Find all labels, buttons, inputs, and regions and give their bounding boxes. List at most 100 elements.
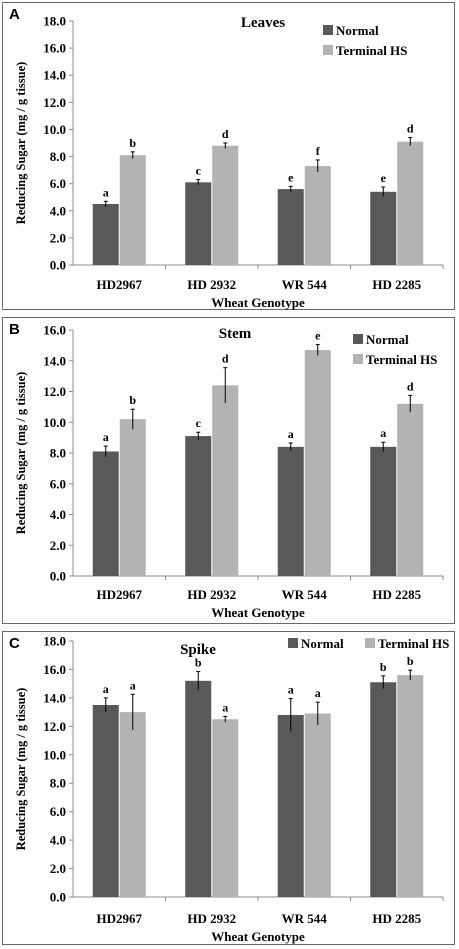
- significance-letter: a: [288, 683, 294, 697]
- category-label: HD 2932: [187, 911, 236, 926]
- category-label: WR 544: [282, 911, 328, 926]
- panel-label: C: [9, 635, 20, 652]
- chart-title: Spike: [180, 642, 216, 658]
- bar-terminal-hs: [212, 145, 239, 265]
- y-tick-label: 16.0: [43, 323, 66, 338]
- significance-letter: a: [103, 682, 109, 696]
- category-label: WR 544: [282, 277, 328, 292]
- y-tick-label: 0.0: [50, 890, 66, 905]
- bar-normal: [370, 191, 397, 265]
- y-tick-label: 8.0: [50, 776, 66, 791]
- y-tick-label: 18.0: [43, 634, 66, 649]
- significance-letter: a: [103, 430, 109, 444]
- y-tick-label: 10.0: [43, 122, 66, 137]
- y-tick-label: 16.0: [43, 662, 66, 677]
- y-tick-label: 16.0: [43, 41, 66, 56]
- y-tick-label: 0.0: [50, 258, 66, 273]
- significance-letter: a: [103, 185, 109, 199]
- legend-terminal-hs-swatch: [323, 45, 333, 55]
- y-tick-label: 0.0: [50, 569, 66, 584]
- category-label: HD2967: [97, 911, 143, 926]
- category-label: HD 2285: [372, 277, 421, 292]
- significance-letter: a: [130, 678, 136, 692]
- y-tick-label: 14.0: [43, 690, 66, 705]
- legend-terminal-hs-label: Terminal HS: [366, 352, 437, 367]
- bar-terminal-hs: [397, 141, 424, 265]
- y-axis-label: Reducing Sugar (mg / g tissue): [14, 688, 28, 851]
- y-tick-label: 6.0: [50, 176, 66, 191]
- significance-letter: a: [380, 426, 386, 440]
- legend-normal-label: Normal: [366, 332, 409, 347]
- x-axis-label: Wheat Genotype: [211, 605, 305, 620]
- stem-chart: B Stem 0.0 2.0 4.0 6.0 8.0 10.0 12.0 14.0 16.0 Redu…: [9, 321, 444, 620]
- y-tick-label: 14.0: [43, 68, 66, 83]
- significance-letter: f: [316, 144, 321, 158]
- bar-terminal-hs: [119, 155, 146, 265]
- y-tick-label: 14.0: [43, 353, 66, 368]
- panel-label: B: [9, 321, 20, 338]
- legend-terminal-hs-label: Terminal HS: [336, 43, 407, 58]
- bar-normal: [185, 680, 212, 897]
- bar-terminal-hs: [212, 719, 239, 897]
- bar-normal: [370, 682, 397, 897]
- y-tick-label: 10.0: [43, 747, 66, 762]
- legend-normal-swatch: [323, 25, 333, 35]
- significance-letter: b: [129, 393, 136, 407]
- y-tick-label: 4.0: [50, 203, 66, 218]
- category-label: HD 2285: [372, 587, 421, 602]
- legend-normal-swatch: [288, 638, 298, 648]
- bar-normal: [92, 204, 119, 265]
- panel-label: A: [9, 6, 20, 23]
- y-tick-label: 10.0: [43, 415, 66, 430]
- y-tick-label: 8.0: [50, 149, 66, 164]
- bar-terminal-hs: [304, 166, 331, 265]
- significance-letter: b: [380, 660, 387, 674]
- bar-terminal-hs: [119, 419, 146, 576]
- significance-letter: a: [315, 686, 321, 700]
- significance-letter: b: [129, 136, 136, 150]
- panel-stem: B Stem 0.0 2.0 4.0 6.0 8.0 10.0 12.0 14.0 16.0 Redu…: [2, 317, 455, 624]
- significance-letter: c: [196, 416, 202, 430]
- legend-normal-label: Normal: [301, 636, 344, 651]
- bar-terminal-hs: [304, 349, 331, 576]
- significance-letter: a: [288, 427, 294, 441]
- y-tick-label: 12.0: [43, 384, 66, 399]
- significance-letter: b: [195, 656, 202, 670]
- significance-letter: d: [407, 379, 414, 393]
- category-label: HD 2932: [187, 587, 236, 602]
- chart-title: Leaves: [241, 15, 285, 31]
- bar-normal: [277, 446, 304, 576]
- bar-normal: [92, 705, 119, 897]
- bar-terminal-hs: [304, 713, 331, 897]
- x-axis-label: Wheat Genotype: [211, 295, 305, 310]
- x-axis-label: Wheat Genotype: [211, 929, 305, 944]
- category-label: HD2967: [97, 277, 143, 292]
- y-tick-label: 2.0: [50, 861, 66, 876]
- category-label: HD2967: [97, 587, 143, 602]
- y-tick-label: 8.0: [50, 446, 66, 461]
- legend-terminal-hs-swatch: [353, 354, 363, 364]
- y-tick-label: 2.0: [50, 230, 66, 245]
- legend-terminal-hs-label: Terminal HS: [378, 636, 449, 651]
- y-tick-label: 18.0: [43, 14, 66, 29]
- legend-normal-label: Normal: [336, 23, 379, 38]
- category-label: WR 544: [282, 587, 328, 602]
- y-axis-label: Reducing Sugar (mg / g tissue): [14, 62, 28, 225]
- y-tick-label: 6.0: [50, 804, 66, 819]
- significance-letter: d: [222, 127, 229, 141]
- y-axis-label: Reducing Sugar (mg / g tissue): [14, 372, 28, 535]
- bar-normal: [370, 446, 397, 576]
- panel-leaves: A Leaves 0.0 2.0 4.0 6.0 8.0 10.0 12.0 14.0 16.0 18…: [2, 2, 455, 310]
- significance-letter: c: [196, 164, 202, 178]
- significance-letter: e: [288, 170, 294, 184]
- bar-normal: [185, 436, 212, 576]
- panel-spike: C Spike 0.0 2.0 4.0 6.0 8.0 10.0 12.0 14.0 16.0 18.…: [2, 631, 455, 945]
- y-tick-label: 12.0: [43, 719, 66, 734]
- y-tick-label: 12.0: [43, 95, 66, 110]
- legend-normal-swatch: [353, 334, 363, 344]
- significance-letter: a: [222, 700, 228, 714]
- bar-terminal-hs: [119, 712, 146, 897]
- significance-letter: d: [407, 122, 414, 136]
- bar-normal: [277, 189, 304, 265]
- leaves-chart: A Leaves 0.0 2.0 4.0 6.0 8.0 10.0 12.0 14.0 16.0 18…: [9, 6, 444, 310]
